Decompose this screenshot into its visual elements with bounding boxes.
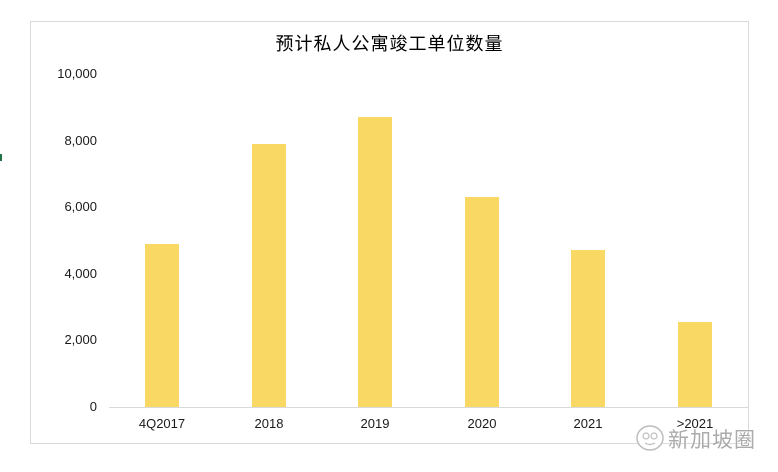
- bar-2019: [358, 117, 392, 407]
- bar-2021: [571, 250, 605, 407]
- y-tick-label: 6,000: [64, 199, 97, 215]
- chart-title: 预计私人公寓竣工单位数量: [275, 34, 504, 54]
- x-tick-label: 2019: [360, 416, 390, 431]
- x-tick-label: >2021: [676, 416, 714, 431]
- bar-2020: [465, 197, 499, 407]
- watermark-logo-icon: [635, 424, 665, 457]
- watermark-text: 新加坡圈: [668, 428, 756, 452]
- green-edge-mark: [0, 154, 2, 161]
- y-tick-label: 8,000: [64, 132, 97, 148]
- bar->2021: [678, 322, 712, 407]
- x-tick-label: 2018: [254, 416, 284, 431]
- x-tick-label: 4Q2017: [138, 416, 186, 431]
- x-tick-label: 2021: [573, 416, 603, 431]
- y-tick-label: 2,000: [64, 332, 97, 348]
- bar-chart: 预计私人公寓竣工单位数量 0 2,000 4,000 6,000 8,000 10,000…: [30, 21, 749, 444]
- watermark: 新加坡圈: [635, 424, 756, 457]
- bar-4Q2017: [145, 244, 179, 407]
- y-tick-label: 10,000: [57, 66, 97, 81]
- bar-2018: [252, 144, 286, 407]
- x-tick-label: 2020: [467, 416, 497, 431]
- x-axis-line: [109, 407, 748, 408]
- y-tick-label: 0: [89, 399, 97, 414]
- y-tick-label: 4,000: [64, 265, 97, 281]
